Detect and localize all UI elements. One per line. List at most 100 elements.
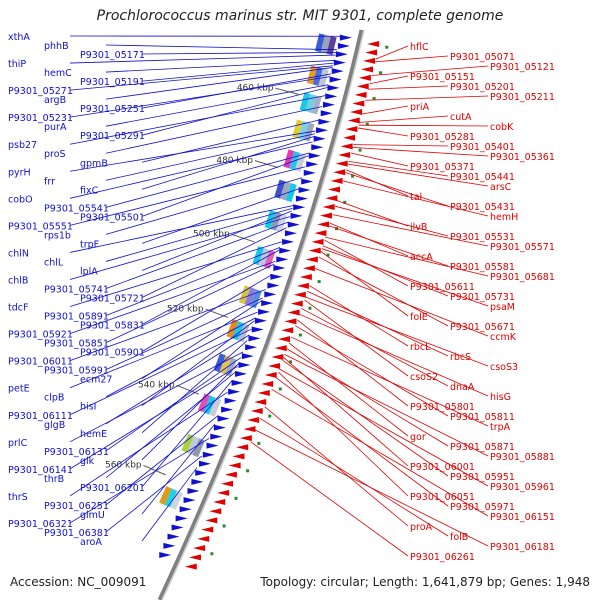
forward-gene-label: P9301_06011 (8, 357, 73, 368)
forward-gene-label: P9301_05191 (80, 77, 145, 88)
forward-gene-leader (69, 260, 276, 334)
forward-gene-leader (105, 60, 335, 73)
forward-gene-label: hemC (44, 68, 72, 79)
map-title: Prochlorococcus marinus str. MIT 9301, c… (96, 8, 504, 24)
reverse-gene-leader (286, 348, 449, 447)
forward-gene-leader (105, 84, 329, 127)
reverse-strand-arrow (236, 444, 249, 451)
forward-gene-leader (69, 365, 238, 470)
reverse-gene-leader (365, 95, 489, 101)
reverse-gene-leader (342, 180, 489, 217)
forward-gene-label: proS (44, 149, 66, 160)
forward-strand-arrow (303, 169, 316, 176)
forward-strand-arrow (276, 256, 289, 263)
forward-gene-label: chlB (8, 275, 28, 286)
reverse-strand-arrow (197, 535, 210, 542)
forward-gene-label: P9301_05991 (44, 366, 109, 377)
forward-strand-arrow (159, 552, 172, 559)
forward-gene-leader (141, 363, 239, 461)
forward-strand-arrow (221, 406, 234, 413)
reverse-gene-label: P9301_05531 (450, 232, 515, 243)
reverse-gene-leader (345, 172, 449, 207)
reverse-strand-arrow (367, 41, 380, 48)
gene-class-block (320, 34, 331, 54)
reverse-strand-arrow (287, 309, 300, 316)
forward-gene-leader (69, 351, 244, 443)
forward-gene-label: P9301_06131 (44, 447, 109, 458)
reverse-gene-leader (250, 441, 409, 557)
reverse-strand-arrow (325, 195, 338, 202)
gc-marker (343, 200, 347, 204)
reverse-strand-arrow (311, 238, 324, 245)
gene-class-block (279, 181, 292, 201)
reverse-strand-arrow (335, 160, 348, 167)
reverse-strand-arrow (356, 83, 369, 90)
reverse-strand-arrow (333, 169, 346, 176)
forward-gene-leader (69, 205, 294, 253)
reverse-gene-label: P9301_05961 (490, 482, 555, 493)
forward-gene-leader (105, 334, 250, 425)
forward-gene-leader (105, 44, 337, 51)
reverse-gene-label: P9301_05431 (450, 202, 515, 213)
tick-label: 500 kbp (193, 230, 230, 240)
forward-gene-label: cobO (8, 194, 33, 205)
forward-gene-leader (69, 438, 210, 524)
forward-strand-arrow (270, 273, 283, 280)
reverse-gene-leader (305, 296, 489, 367)
reverse-gene-label: ilvB (410, 222, 427, 233)
reverse-gene-label: P9301_05951 (450, 472, 515, 483)
forward-gene-leader (69, 65, 333, 91)
reverse-gene-label: P9301_05881 (490, 452, 555, 463)
gene-class-block (244, 287, 257, 307)
reverse-gene-leader (297, 319, 409, 407)
forward-strand-arrow (231, 379, 244, 386)
reverse-gene-label: P9301_05201 (450, 82, 515, 93)
reverse-gene-leader (284, 354, 489, 457)
reverse-strand-arrow (284, 318, 297, 325)
forward-gene-leader (141, 340, 248, 434)
forward-strand-arrow (251, 326, 264, 333)
forward-gene-leader (69, 391, 228, 497)
forward-strand-arrow (298, 187, 311, 194)
forward-gene-label: thiP (8, 59, 26, 70)
forward-gene-label: P9301_05741 (44, 285, 109, 296)
forward-gene-label: P9301_05291 (80, 131, 145, 142)
forward-gene-label: phhB (44, 41, 69, 52)
reverse-gene-label: P9301_05151 (410, 72, 475, 83)
forward-gene-label: P9301_05231 (8, 113, 73, 124)
reverse-gene-leader (271, 388, 489, 517)
reverse-gene-leader (304, 299, 409, 377)
reverse-strand-arrow (281, 327, 294, 334)
reverse-gene-leader (348, 160, 449, 177)
forward-strand-arrow (254, 317, 267, 324)
tick-label: 520 kbp (167, 305, 204, 315)
forward-gene-leader (141, 119, 319, 163)
forward-gene-label: trpF (80, 239, 99, 250)
gc-marker (317, 280, 321, 284)
reverse-gene-leader (357, 127, 409, 137)
forward-gene-leader (105, 177, 303, 235)
forward-gene-leader (69, 216, 291, 280)
reverse-gene-label: P9301_05211 (490, 92, 555, 103)
forward-gene-leader (105, 67, 333, 100)
reverse-strand-arrow (314, 230, 327, 237)
reverse-gene-leader (335, 205, 449, 237)
gene-class-block (197, 393, 211, 413)
reverse-gene-leader (259, 418, 449, 537)
reverse-strand-arrow (305, 256, 318, 263)
reverse-strand-arrow (345, 126, 358, 133)
forward-gene-leader (69, 95, 326, 145)
gc-marker (210, 552, 214, 556)
forward-gene-leader (105, 207, 293, 262)
reverse-strand-arrow (340, 143, 353, 150)
forward-gene-label: P9301_05271 (8, 86, 73, 97)
reverse-gene-leader (288, 342, 409, 437)
forward-gene-leader (141, 155, 309, 217)
forward-gene-label: P9301_05831 (80, 321, 145, 332)
forward-strand-arrow (313, 135, 326, 142)
reverse-gene-label: P9301_05611 (410, 282, 475, 293)
forward-gene-label: P9301_05171 (80, 50, 145, 61)
forward-strand-arrow (195, 469, 208, 476)
reverse-gene-label: dnaA (450, 382, 475, 393)
